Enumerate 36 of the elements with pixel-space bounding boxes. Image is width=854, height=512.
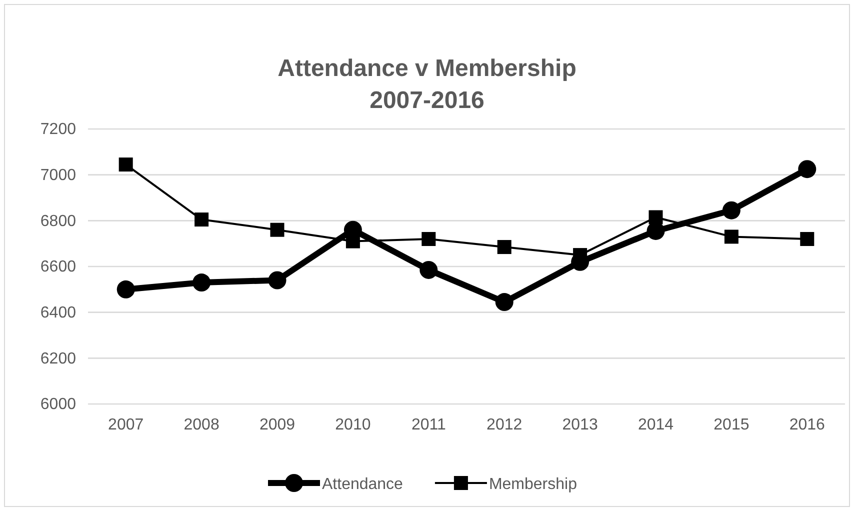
point [268,271,286,290]
x-tick-label: 2011 [411,416,446,434]
point [422,232,436,246]
x-tick-label: 2013 [562,416,598,434]
x-tick-label: 2015 [714,416,750,434]
y-tick-label: 7200 [40,121,76,138]
y-tick-label: 7000 [40,166,76,184]
point [192,274,211,292]
point [722,201,740,220]
x-tick-label: 2012 [486,416,522,434]
point [648,210,663,224]
y-tick-label: 6600 [40,258,76,276]
point [118,158,133,172]
legend-label: Attendance [322,476,404,493]
point [116,280,135,298]
x-tick-label: 2007 [108,416,144,434]
chart-subtitle: 2007-2016 [370,87,484,114]
x-tick-label: 2014 [638,416,674,434]
x-tick-label: 2010 [335,416,371,434]
y-tick-label: 6000 [40,396,76,414]
y-tick-label: 6400 [40,304,76,322]
point [497,240,512,254]
point [420,260,438,279]
legend-label: Membership [488,476,578,493]
point [495,293,514,312]
point [194,212,209,227]
y-tick-label: 6200 [40,350,76,368]
point [798,160,816,178]
point [270,222,284,237]
x-tick-label: 2016 [789,416,826,434]
chart-title: Attendance v Membership [278,55,576,82]
point [724,230,738,244]
x-tick-label: 2009 [259,416,296,434]
y-tick-label: 6800 [40,212,76,230]
x-tick-label: 2008 [184,416,220,434]
point [800,232,814,246]
